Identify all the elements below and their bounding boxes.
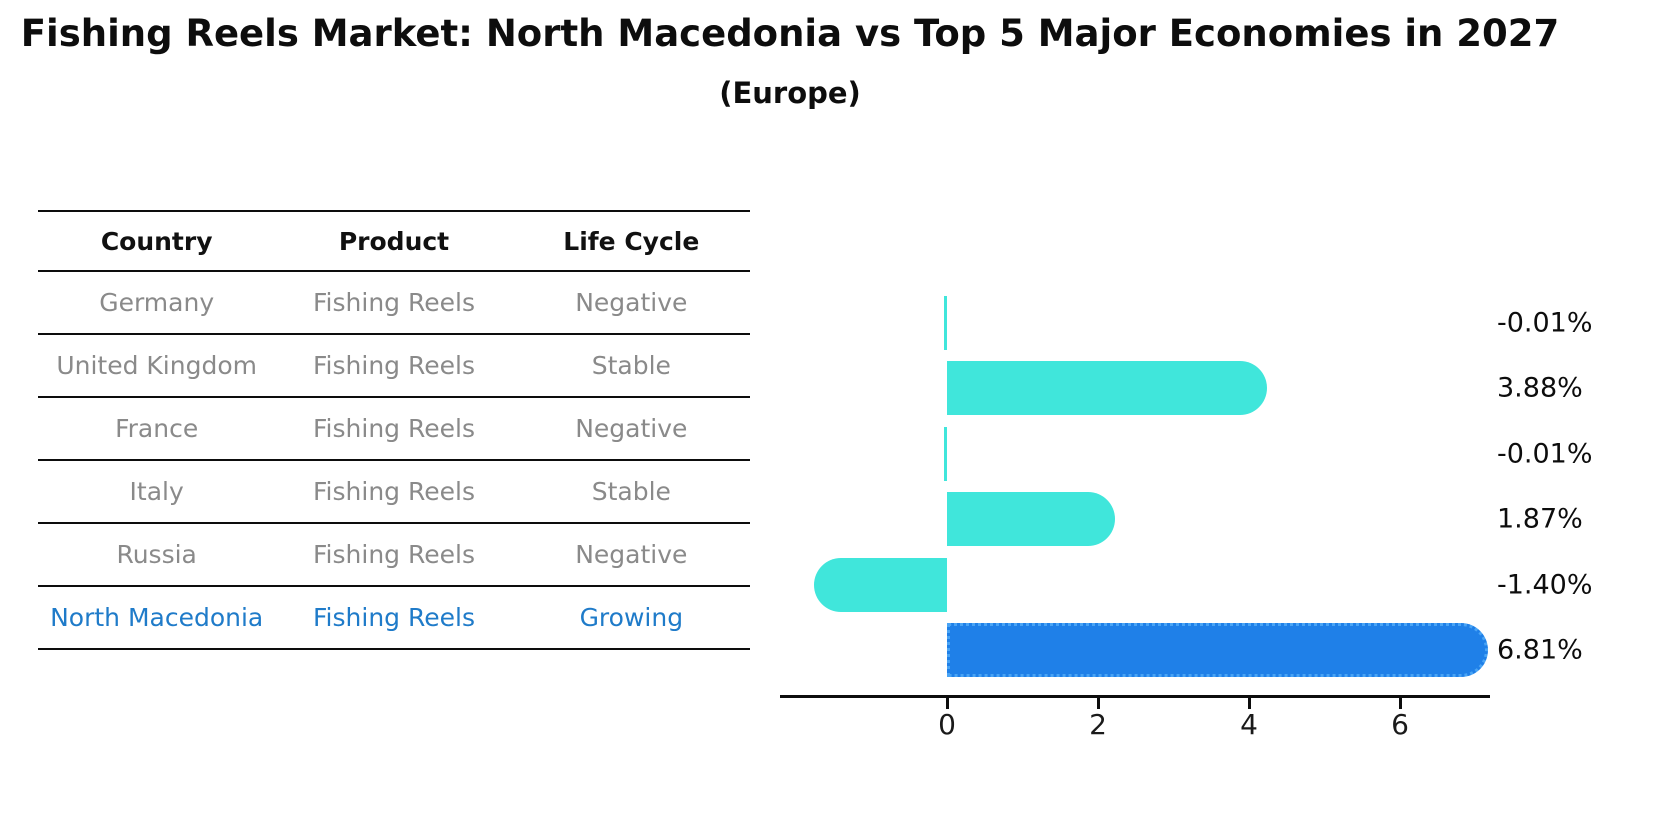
x-tick-label: 2 — [1089, 708, 1107, 741]
bar-italy — [947, 492, 1116, 547]
x-axis-tick — [945, 698, 949, 709]
x-tick-label: 6 — [1391, 708, 1409, 741]
value-label-united-kingdom: 3.88% — [1497, 372, 1583, 404]
x-tick-label: 4 — [1240, 708, 1258, 741]
page-title: Fishing Reels Market: North Macedonia vs… — [20, 12, 1560, 55]
bar-russia — [814, 557, 947, 612]
table-header-row: Country Product Life Cycle — [38, 212, 750, 272]
value-label-russia: -1.40% — [1497, 569, 1593, 601]
table-row: United Kingdom Fishing Reels Stable — [38, 335, 750, 398]
country-table: Country Product Life Cycle Germany Fishi… — [38, 210, 750, 650]
cell-product: Fishing Reels — [313, 414, 475, 443]
value-label-france: -0.01% — [1497, 438, 1593, 470]
cell-life-cycle: Negative — [575, 540, 688, 569]
x-axis-line — [780, 695, 1490, 698]
table-row-highlight: North Macedonia Fishing Reels Growing — [38, 587, 750, 648]
value-label-italy: 1.87% — [1497, 503, 1583, 535]
cell-life-cycle: Negative — [575, 288, 688, 317]
value-label-north-macedonia: 6.81% — [1497, 634, 1583, 666]
table-row: Russia Fishing Reels Negative — [38, 524, 750, 587]
page-subtitle: (Europe) — [719, 76, 861, 110]
table-row: France Fishing Reels Negative — [38, 398, 750, 461]
cell-country: France — [115, 414, 199, 443]
cell-product: Fishing Reels — [313, 477, 475, 506]
col-header-country: Country — [100, 226, 213, 256]
cell-life-cycle: Stable — [591, 477, 671, 506]
col-header-product: Product — [338, 226, 450, 256]
x-axis-tick — [1247, 698, 1251, 709]
x-tick-label: 0 — [938, 708, 956, 741]
cell-product: Fishing Reels — [313, 351, 475, 380]
table-row: Italy Fishing Reels Stable — [38, 461, 750, 524]
col-header-life-cycle: Life Cycle — [563, 226, 700, 256]
x-axis-tick — [1398, 698, 1402, 709]
cell-country: North Macedonia — [50, 603, 264, 632]
bar-france — [944, 426, 947, 481]
cell-country: Italy — [129, 477, 184, 506]
cell-product: Fishing Reels — [313, 540, 475, 569]
table-row: Germany Fishing Reels Negative — [38, 272, 750, 335]
cell-country: Germany — [99, 288, 215, 317]
cell-product: Fishing Reels — [313, 288, 475, 317]
x-axis-tick — [1096, 698, 1100, 709]
cell-country: United Kingdom — [56, 351, 257, 380]
cell-life-cycle: Stable — [591, 351, 671, 380]
value-label-germany: -0.01% — [1497, 307, 1593, 339]
cell-country: Russia — [116, 540, 197, 569]
bar-north-macedonia — [947, 623, 1489, 677]
bar-united-kingdom — [947, 361, 1267, 416]
cell-product: Fishing Reels — [313, 603, 475, 632]
cell-life-cycle: Growing — [579, 603, 684, 632]
cell-life-cycle: Negative — [575, 414, 688, 443]
bar-germany — [944, 296, 947, 350]
